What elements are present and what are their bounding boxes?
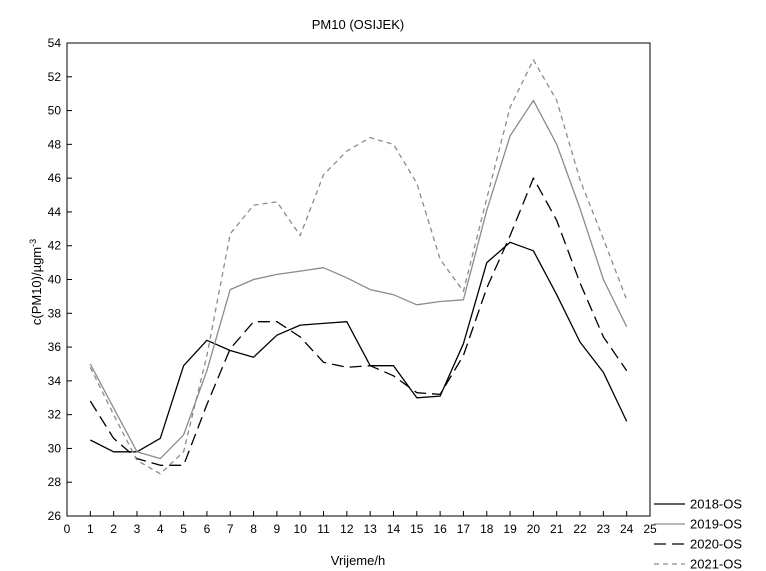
x-tick-label: 24 bbox=[620, 522, 634, 536]
y-tick-label: 50 bbox=[48, 104, 62, 118]
x-tick-label: 13 bbox=[363, 522, 377, 536]
legend: 2018-OS 2019-OS 2020-OS 2021-OS bbox=[654, 497, 742, 571]
y-axis-label-text: c(PM10)/µgm bbox=[29, 247, 44, 325]
y-tick-label: 48 bbox=[48, 137, 62, 151]
x-tick-label: 10 bbox=[294, 522, 308, 536]
x-tick-label: 18 bbox=[480, 522, 494, 536]
y-tick-label: 42 bbox=[48, 239, 62, 253]
x-axis-label: Vrijeme/h bbox=[331, 553, 385, 568]
x-tick-label: 19 bbox=[503, 522, 517, 536]
y-tick-label: 28 bbox=[48, 475, 62, 489]
y-tick-label: 34 bbox=[48, 374, 62, 388]
y-tick-label: 44 bbox=[48, 205, 62, 219]
series-line-2019-os bbox=[89, 99, 628, 460]
series-lines bbox=[89, 59, 628, 475]
x-tick-label: 1 bbox=[87, 522, 94, 536]
x-tick-label: 2 bbox=[110, 522, 117, 536]
y-tick-label: 26 bbox=[48, 509, 62, 523]
x-tick-label: 4 bbox=[157, 522, 164, 536]
x-tick-label: 11 bbox=[317, 522, 330, 536]
x-tick-label: 17 bbox=[457, 522, 471, 536]
x-tick-label: 0 bbox=[64, 522, 71, 536]
y-tick-label: 52 bbox=[48, 70, 62, 84]
y-axis-label-superscript: -3 bbox=[28, 239, 38, 247]
x-axis-ticks: 0 1 2 3 4 5 6 7 8 9 10 11 12 13 14 15 16 17 18 19 20 21 22 23 24… bbox=[64, 511, 657, 536]
y-axis-label: c(PM10)/µgm-3 bbox=[28, 239, 44, 325]
x-tick-label: 25 bbox=[643, 522, 657, 536]
y-tick-label: 30 bbox=[48, 441, 62, 455]
x-tick-label: 20 bbox=[527, 522, 541, 536]
y-axis-ticks: 26 28 30 32 34 36 38 40 42 44 46 48 50 52 54 bbox=[48, 36, 72, 523]
x-tick-label: 6 bbox=[204, 522, 211, 536]
x-tick-label: 7 bbox=[227, 522, 234, 536]
x-tick-label: 15 bbox=[410, 522, 424, 536]
y-tick-label: 38 bbox=[48, 306, 62, 320]
x-tick-label: 12 bbox=[340, 522, 354, 536]
y-tick-label: 46 bbox=[48, 171, 62, 185]
y-tick-label: 36 bbox=[48, 340, 62, 354]
x-tick-label: 9 bbox=[274, 522, 281, 536]
series-line-2021-os bbox=[89, 59, 628, 475]
legend-label: 2021-OS bbox=[690, 557, 742, 571]
x-tick-label: 23 bbox=[597, 522, 611, 536]
x-tick-label: 21 bbox=[550, 522, 564, 536]
x-tick-label: 3 bbox=[134, 522, 141, 536]
x-tick-label: 14 bbox=[387, 522, 401, 536]
y-tick-label: 32 bbox=[48, 408, 62, 422]
y-tick-label: 54 bbox=[48, 36, 62, 50]
x-tick-label: 22 bbox=[573, 522, 587, 536]
x-tick-label: 16 bbox=[433, 522, 447, 536]
legend-label: 2018-OS bbox=[690, 497, 742, 512]
x-tick-label: 8 bbox=[250, 522, 257, 536]
legend-label: 2020-OS bbox=[690, 537, 742, 552]
legend-label: 2019-OS bbox=[690, 517, 742, 532]
chart-title: PM10 (OSIJEK) bbox=[312, 17, 404, 32]
series-line-2018-os bbox=[90, 241, 628, 453]
x-tick-label: 5 bbox=[180, 522, 187, 536]
series-line-2020-os bbox=[89, 177, 628, 466]
y-tick-label: 40 bbox=[48, 273, 62, 287]
plot-area-frame bbox=[66, 42, 651, 517]
